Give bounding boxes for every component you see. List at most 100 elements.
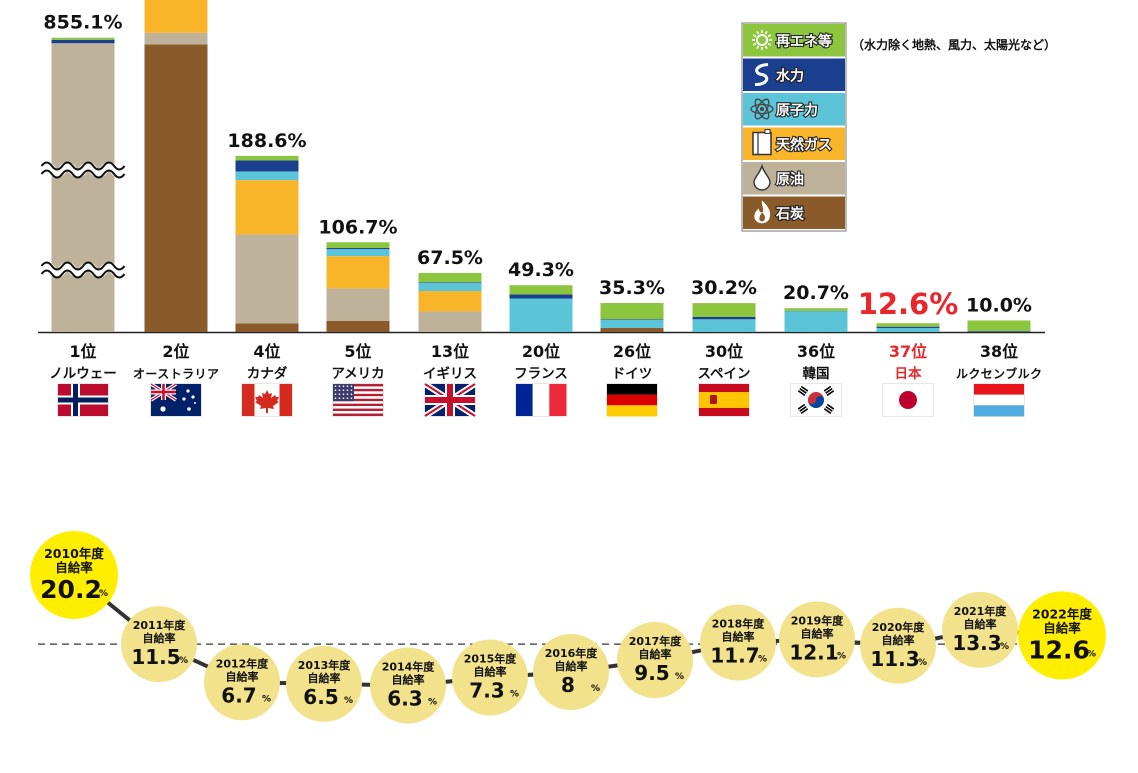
point-year-label: 2010年度 bbox=[44, 546, 104, 561]
usa-flag bbox=[333, 384, 384, 417]
country-rank: 30位 bbox=[705, 342, 743, 361]
legend-item-oil: 原油 bbox=[743, 162, 845, 195]
bar-total-label: 12.6% bbox=[858, 287, 959, 321]
point-year-label: 2019年度 bbox=[791, 613, 845, 627]
bar-segment-renewable bbox=[877, 323, 940, 326]
bar-segment-hydro bbox=[419, 282, 482, 283]
bar-segment-hydro bbox=[968, 331, 1031, 332]
bar-segment-gas bbox=[145, 0, 208, 33]
bar-segment-nuclear bbox=[693, 319, 756, 332]
bar-segment-coal bbox=[327, 321, 390, 332]
country-rank: 1位 bbox=[69, 342, 96, 361]
bar-segment-nuclear bbox=[419, 283, 482, 291]
canada-flag bbox=[242, 384, 293, 417]
legend-item-coal: 石炭 bbox=[743, 197, 845, 230]
point-caption: 自給率 bbox=[392, 673, 425, 687]
bar-segment-renewable bbox=[419, 273, 482, 282]
point-caption: 自給率 bbox=[226, 669, 259, 683]
point-caption: 自給率 bbox=[639, 647, 672, 661]
bar-segment-nuclear bbox=[510, 299, 573, 332]
bar-segment-coal bbox=[145, 44, 208, 332]
germany-flag bbox=[607, 384, 658, 417]
point-caption: 自給率 bbox=[722, 630, 755, 644]
point-year-label: 2012年度 bbox=[216, 656, 270, 670]
bar-total-label: 49.3% bbox=[508, 259, 574, 281]
point-unit-label: % bbox=[918, 658, 927, 668]
bar-segment-renewable bbox=[601, 303, 664, 319]
point-unit-label: % bbox=[262, 694, 271, 704]
country-name: 日本 bbox=[895, 365, 923, 382]
point-unit-label: % bbox=[1087, 649, 1096, 659]
point-unit-label: % bbox=[510, 690, 519, 700]
bar-segment-hydro bbox=[327, 248, 390, 249]
bar-total-label: 30.2% bbox=[691, 277, 757, 299]
bar-total-label: 67.5% bbox=[417, 247, 483, 269]
point-unit-label: % bbox=[428, 698, 437, 708]
legend-label: 水力 bbox=[776, 68, 804, 85]
bar-total-label: 35.3% bbox=[599, 277, 665, 299]
legend-item-gas: 天然ガス bbox=[743, 128, 845, 161]
point-caption: 自給率 bbox=[882, 633, 915, 647]
country-rank: 20位 bbox=[522, 342, 560, 361]
point-value-label: 9.5 bbox=[634, 661, 669, 685]
point-unit-label: % bbox=[591, 684, 600, 694]
bar-segment-gas bbox=[236, 180, 299, 234]
bar-segment-oil bbox=[327, 288, 390, 320]
point-value-label: 6.7 bbox=[221, 683, 256, 707]
point-unit-label: % bbox=[179, 656, 188, 666]
point-year-label: 2013年度 bbox=[298, 658, 352, 672]
bar-segment-coal bbox=[601, 328, 664, 332]
country-rank: 37位 bbox=[889, 342, 927, 361]
japan-flag bbox=[883, 384, 934, 417]
legend-label: 再エネ等 bbox=[776, 33, 832, 50]
point-year-label: 2020年度 bbox=[872, 620, 926, 634]
legend-note: （水力除く地熱、風力、太陽光など） bbox=[852, 37, 1056, 52]
point-value-label: 6.3 bbox=[387, 687, 422, 711]
point-year-label: 2016年度 bbox=[545, 646, 599, 660]
country-name: イギリス bbox=[423, 366, 477, 382]
uk-flag bbox=[425, 384, 476, 417]
point-caption: 自給率 bbox=[143, 631, 176, 645]
korea-flag bbox=[791, 384, 842, 417]
bar-segment-hydro bbox=[236, 160, 299, 171]
point-year-label: 2022年度 bbox=[1032, 606, 1092, 621]
point-caption: 自給率 bbox=[801, 626, 834, 640]
france-flag bbox=[516, 384, 567, 417]
country-name: オーストラリア bbox=[133, 367, 219, 381]
bar-chart: 855.1%1位ノルウェー341.5%2位オーストラリア188.6%4位カナダ1… bbox=[38, 0, 1045, 416]
bar-segment-renewable bbox=[510, 285, 573, 294]
country-name: 韓国 bbox=[803, 365, 830, 382]
bar-segment-hydro bbox=[601, 319, 664, 320]
point-unit-label: % bbox=[675, 672, 684, 682]
country-name: カナダ bbox=[247, 365, 288, 382]
bar-segment-renewable bbox=[327, 242, 390, 248]
country-rank: 13位 bbox=[431, 342, 469, 361]
bar-segment-renewable bbox=[236, 156, 299, 161]
point-year-label: 2011年度 bbox=[133, 618, 187, 632]
bar-segment-nuclear bbox=[601, 320, 664, 328]
spain-flag bbox=[699, 384, 750, 417]
point-value-label: 7.3 bbox=[469, 679, 504, 703]
point-value-label: 6.5 bbox=[303, 685, 338, 709]
bar-segment-oil bbox=[145, 33, 208, 45]
point-value-label: 12.6 bbox=[1028, 635, 1090, 664]
bar-segment-nuclear bbox=[236, 171, 299, 180]
point-unit-label: % bbox=[837, 651, 846, 661]
